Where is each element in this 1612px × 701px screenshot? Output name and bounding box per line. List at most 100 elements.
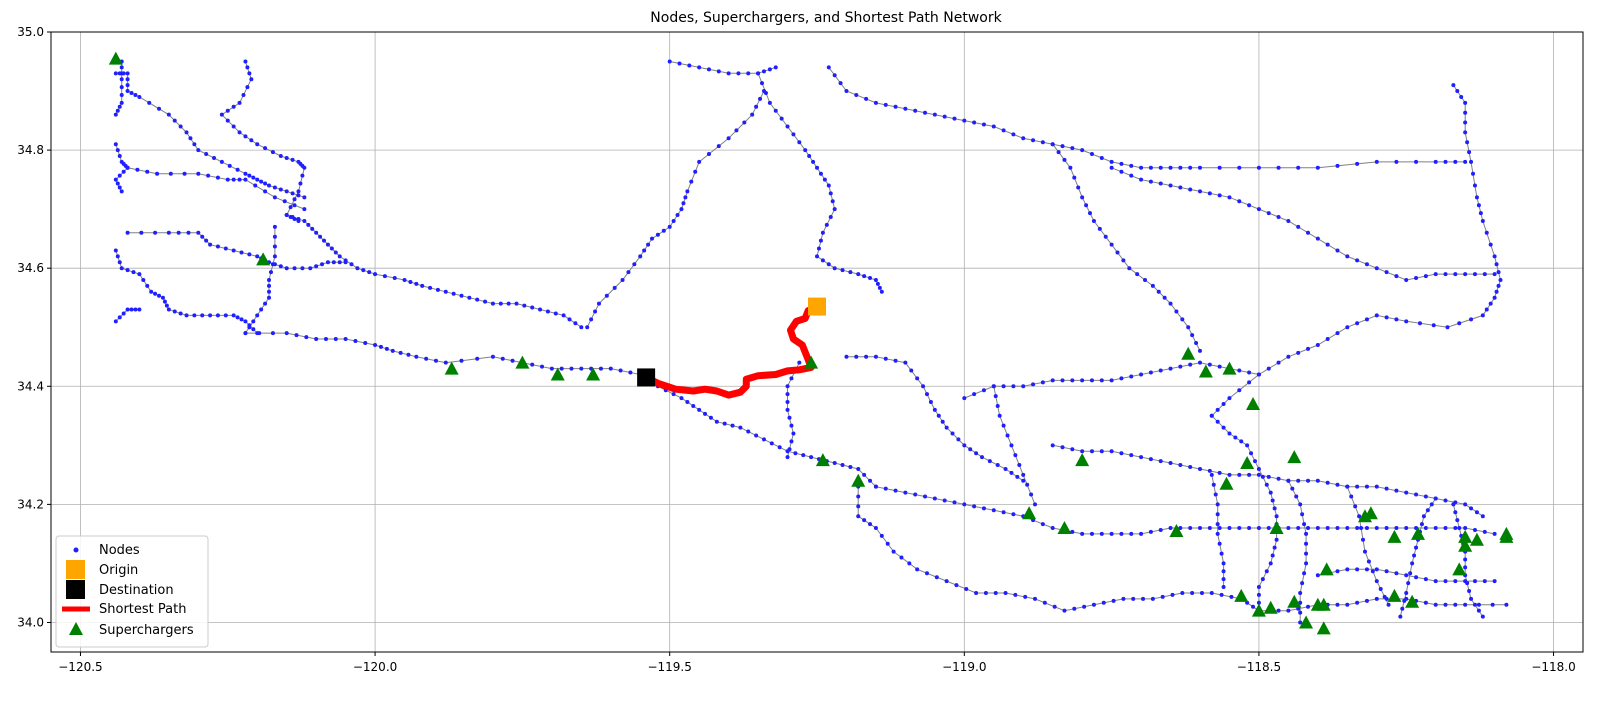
- network-edge: [846, 356, 1024, 482]
- network-node: [1256, 592, 1261, 597]
- network-node: [1480, 313, 1485, 318]
- network-node: [333, 337, 338, 342]
- network-node: [1076, 185, 1081, 190]
- x-tick-label: −119.5: [647, 660, 691, 674]
- network-node: [1188, 464, 1193, 469]
- network-node: [1198, 165, 1202, 170]
- network-node: [1180, 590, 1185, 595]
- network-node: [1423, 526, 1428, 530]
- network-node: [1227, 195, 1232, 200]
- network-node: [697, 407, 702, 412]
- network-node: [777, 445, 782, 450]
- network-node: [746, 71, 751, 76]
- network-node: [1247, 203, 1252, 208]
- network-node: [1382, 594, 1387, 599]
- network-node: [1451, 502, 1456, 507]
- network-node: [1296, 224, 1301, 229]
- network-node: [1374, 596, 1379, 601]
- network-node: [1345, 254, 1350, 259]
- network-node: [1091, 602, 1096, 607]
- network-node: [1453, 526, 1458, 530]
- supercharger-marker: [851, 473, 866, 487]
- network-node: [1062, 608, 1067, 613]
- destination-marker: [637, 368, 656, 387]
- network-node: [1009, 470, 1014, 475]
- network-node: [1168, 183, 1173, 188]
- network-node: [157, 106, 162, 111]
- network-node: [585, 325, 590, 330]
- network-node: [1109, 531, 1114, 536]
- network-node: [1099, 449, 1104, 454]
- network-node: [270, 331, 275, 336]
- network-node: [1129, 374, 1134, 379]
- network-node: [854, 354, 859, 359]
- network-node: [1139, 531, 1144, 536]
- network-node: [1404, 278, 1409, 282]
- network-edge: [1211, 474, 1225, 587]
- network-node: [1001, 510, 1006, 515]
- network-node: [924, 392, 929, 397]
- network-node: [1433, 496, 1438, 501]
- network-node: [137, 272, 142, 277]
- supercharger-marker: [1075, 453, 1090, 467]
- network-node: [962, 396, 967, 401]
- network-node: [306, 222, 311, 227]
- network-node: [1001, 128, 1006, 133]
- network-node: [1469, 596, 1474, 601]
- network-node: [435, 287, 440, 292]
- network-node: [1003, 590, 1008, 595]
- network-node: [1109, 449, 1114, 454]
- network-node: [714, 419, 719, 424]
- network-node: [921, 384, 926, 389]
- supercharger-marker: [1198, 364, 1213, 378]
- network-node: [267, 283, 272, 288]
- network-node: [392, 276, 397, 281]
- network-node: [1472, 579, 1477, 584]
- network-node: [1325, 480, 1330, 485]
- network-node: [760, 81, 765, 86]
- network-node: [1247, 526, 1252, 530]
- network-node: [797, 360, 802, 365]
- network-node: [893, 358, 898, 363]
- network-node: [779, 116, 784, 121]
- network-node: [178, 311, 183, 316]
- network-node: [1168, 526, 1173, 530]
- network-node: [117, 104, 122, 109]
- network-node: [848, 270, 853, 275]
- supercharger-marker: [1181, 346, 1196, 360]
- network-node: [1209, 413, 1214, 418]
- network-node: [1178, 165, 1183, 170]
- network-node: [1256, 585, 1261, 590]
- network-node: [196, 171, 201, 176]
- network-node: [679, 396, 684, 401]
- network-node: [1178, 463, 1183, 468]
- network-node: [272, 254, 277, 259]
- network-node: [1480, 514, 1485, 519]
- network-node: [1374, 526, 1379, 530]
- network-node: [1474, 195, 1479, 200]
- network-node: [196, 230, 201, 235]
- network-node: [278, 264, 283, 269]
- network-node: [1115, 250, 1120, 255]
- network-node: [1003, 466, 1008, 471]
- network-node: [1455, 518, 1460, 523]
- network-node: [398, 350, 403, 355]
- network-node: [1052, 604, 1057, 609]
- network-node: [1015, 474, 1020, 479]
- network-node: [1266, 526, 1271, 530]
- network-node: [848, 464, 853, 469]
- supercharger-marker: [1458, 538, 1473, 552]
- network-node: [1325, 526, 1330, 530]
- network-node: [153, 291, 158, 296]
- network-node: [322, 238, 327, 243]
- network-node: [1011, 512, 1016, 517]
- network-node: [314, 337, 319, 342]
- network-node: [308, 266, 313, 271]
- network-node: [785, 124, 790, 129]
- network-node: [1494, 262, 1499, 267]
- network-node: [1355, 321, 1360, 326]
- network-node: [950, 431, 955, 436]
- network-node: [125, 165, 130, 170]
- network-node: [915, 376, 920, 381]
